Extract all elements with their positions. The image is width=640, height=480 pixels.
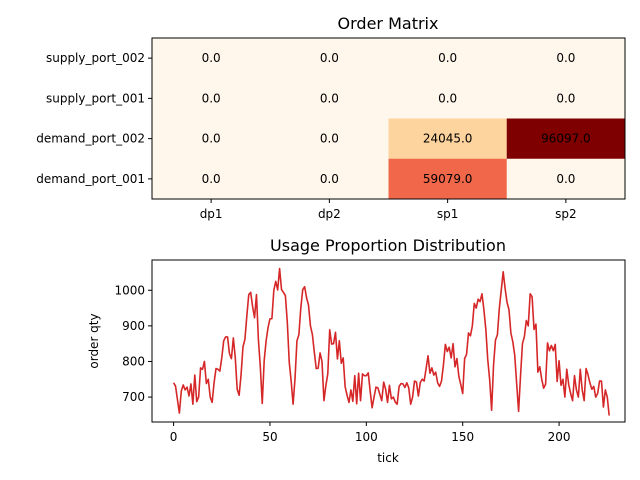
heatmap-cell bbox=[270, 158, 389, 200]
row-tick-label: supply_port_001 bbox=[46, 91, 145, 105]
row-tick-label: supply_port_002 bbox=[46, 51, 145, 65]
heatmap-cell-label: 0.0 bbox=[438, 91, 457, 105]
heatmap-cell bbox=[388, 158, 508, 200]
heatmap-cell-label: 59079.0 bbox=[423, 172, 473, 186]
heatmap-cell bbox=[152, 78, 271, 119]
heatmap-cell bbox=[506, 38, 626, 79]
heatmap-cell bbox=[270, 118, 389, 160]
heatmap-cell-label: 24045.0 bbox=[423, 132, 473, 146]
heatmap-cell-label: 0.0 bbox=[202, 132, 221, 146]
heatmap-row-ticks: supply_port_002 supply_port_001 demand_por… bbox=[36, 51, 152, 186]
heatmap-cell-label: 0.0 bbox=[320, 91, 339, 105]
y-tick-label: 800 bbox=[122, 354, 145, 368]
column-tick-label: sp1 bbox=[437, 207, 459, 221]
heatmap-cell bbox=[270, 38, 389, 79]
column-tick-label: dp2 bbox=[318, 207, 341, 221]
heatmap-cell-label: 0.0 bbox=[320, 51, 339, 65]
y-axis-label: order qty bbox=[87, 313, 101, 368]
heatmap-frame bbox=[151, 37, 626, 200]
order-matrix-heatmap: Order Matrix 0.0 0.0 0.0 0.00.0 0.0 0.0 0.00.0… bbox=[36, 14, 626, 221]
usage-line-chart: Usage Proportion Distribution 0 50 100 150 2… bbox=[87, 236, 626, 465]
heatmap-title: Order Matrix bbox=[338, 14, 439, 33]
heatmap-cell-label: 0.0 bbox=[202, 51, 221, 65]
series-line-order-qty bbox=[172, 267, 610, 416]
column-tick-label: dp1 bbox=[200, 207, 223, 221]
x-axis-label: tick bbox=[377, 451, 399, 465]
heatmap-cell-labels: 0.0 0.0 0.0 0.0 0.0 0.0 0.0 0.0 0.0 0.0 24045.0 960… bbox=[202, 51, 591, 186]
x-tick-label: 200 bbox=[548, 430, 571, 444]
heatmap-cell bbox=[152, 158, 271, 200]
heatmap-cell bbox=[506, 78, 626, 119]
heatmap-cell-label: 0.0 bbox=[202, 172, 221, 186]
x-tick-label: 0 bbox=[170, 430, 178, 444]
x-tick-label: 50 bbox=[262, 430, 277, 444]
row-tick-label: demand_port_002 bbox=[36, 132, 145, 146]
heatmap-cell-label: 96097.0 bbox=[541, 132, 591, 146]
y-tick-label: 700 bbox=[122, 390, 145, 404]
heatmap-cell bbox=[506, 158, 626, 200]
heatmap-cell bbox=[270, 78, 389, 119]
heatmap-cell bbox=[152, 38, 271, 79]
x-tick-label: 150 bbox=[451, 430, 474, 444]
column-tick-label: sp2 bbox=[555, 207, 577, 221]
x-tick-label: 100 bbox=[355, 430, 378, 444]
heatmap-cell bbox=[388, 118, 508, 160]
line-chart-title: Usage Proportion Distribution bbox=[270, 236, 506, 255]
heatmap-cell bbox=[506, 118, 626, 160]
heatmap-cell-label: 0.0 bbox=[202, 91, 221, 105]
heatmap-cell-label: 0.0 bbox=[438, 51, 457, 65]
heatmap-cell-label: 0.0 bbox=[320, 172, 339, 186]
heatmap-column-ticks: dp1 dp2 sp1 sp2 bbox=[200, 199, 577, 221]
y-tick-label: 900 bbox=[122, 319, 145, 333]
heatmap-cell bbox=[388, 38, 508, 79]
heatmap-cell bbox=[388, 78, 508, 119]
line-x-ticks: 0 50 100 150 200 bbox=[170, 422, 571, 444]
heatmap-cell-label: 0.0 bbox=[556, 172, 575, 186]
line-y-ticks: 700 800 900 1000 bbox=[114, 283, 152, 404]
heatmap-cell-label: 0.0 bbox=[556, 51, 575, 65]
heatmap-cell bbox=[152, 118, 271, 160]
heatmap-cells bbox=[152, 38, 626, 200]
heatmap-cell-label: 0.0 bbox=[320, 132, 339, 146]
heatmap-cell-label: 0.0 bbox=[556, 91, 575, 105]
row-tick-label: demand_port_001 bbox=[36, 172, 145, 186]
line-chart-frame bbox=[151, 259, 626, 423]
y-tick-label: 1000 bbox=[114, 283, 145, 297]
